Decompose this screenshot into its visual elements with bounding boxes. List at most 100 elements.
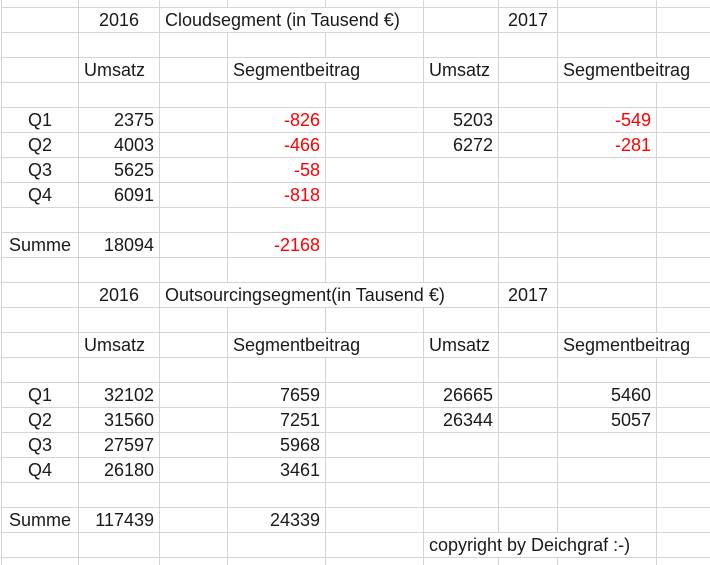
empty-cell[interactable]	[499, 358, 558, 383]
empty-cell[interactable]	[499, 458, 558, 483]
empty-cell[interactable]	[160, 508, 228, 533]
empty-cell[interactable]	[657, 483, 710, 508]
empty-cell[interactable]	[228, 33, 326, 58]
empty-cell[interactable]	[558, 308, 657, 333]
empty-cell[interactable]	[160, 458, 228, 483]
empty-cell[interactable]	[160, 133, 228, 158]
empty-cell[interactable]	[558, 283, 657, 308]
empty-cell[interactable]	[657, 358, 710, 383]
empty-cell[interactable]	[160, 108, 228, 133]
empty-cell[interactable]	[2, 283, 79, 308]
empty-cell[interactable]	[657, 458, 710, 483]
empty-cell[interactable]	[2, 83, 79, 108]
empty-cell[interactable]	[160, 533, 228, 558]
outsourcing-q2-segmentbeitrag-2017[interactable]: 5057	[558, 408, 657, 433]
cloud-2017-segmentbeitrag-header[interactable]: Segmentbeitrag	[558, 58, 710, 83]
empty-cell[interactable]	[657, 183, 710, 208]
empty-cell[interactable]	[657, 83, 710, 108]
empty-cell[interactable]	[558, 458, 657, 483]
outsourcing-q2-umsatz-2017[interactable]: 26344	[424, 408, 499, 433]
empty-cell[interactable]	[326, 233, 424, 258]
outsourcing-2017-umsatz-header[interactable]: Umsatz	[424, 333, 499, 358]
outsourcing-summe-umsatz-2016[interactable]: 117439	[79, 508, 160, 533]
empty-cell[interactable]	[326, 533, 424, 558]
empty-cell[interactable]	[326, 308, 424, 333]
empty-cell[interactable]	[657, 33, 710, 58]
empty-cell[interactable]	[160, 483, 228, 508]
empty-cell[interactable]	[160, 183, 228, 208]
cloud-year-right[interactable]: 2017	[499, 8, 558, 33]
empty-cell[interactable]	[424, 208, 499, 233]
cloud-2016-umsatz-header[interactable]: Umsatz	[79, 58, 160, 83]
empty-cell[interactable]	[499, 433, 558, 458]
cloud-q4-umsatz-2016[interactable]: 6091	[79, 183, 160, 208]
empty-cell[interactable]	[160, 558, 228, 565]
empty-cell[interactable]	[424, 158, 499, 183]
empty-cell[interactable]	[558, 258, 657, 283]
empty-cell[interactable]	[558, 0, 657, 8]
empty-cell[interactable]	[558, 208, 657, 233]
empty-cell[interactable]	[326, 258, 424, 283]
empty-cell[interactable]	[228, 308, 326, 333]
empty-cell[interactable]	[228, 358, 326, 383]
empty-cell[interactable]	[2, 333, 79, 358]
empty-cell[interactable]	[2, 483, 79, 508]
empty-cell[interactable]	[424, 183, 499, 208]
empty-cell[interactable]	[558, 558, 657, 565]
empty-cell[interactable]	[657, 133, 710, 158]
outsourcing-2016-umsatz-header[interactable]: Umsatz	[79, 333, 160, 358]
cloud-q1-segmentbeitrag-2017[interactable]: -549	[558, 108, 657, 133]
empty-cell[interactable]	[558, 33, 657, 58]
empty-cell[interactable]	[228, 533, 326, 558]
empty-cell[interactable]	[657, 558, 710, 565]
outsourcing-2017-segmentbeitrag-header[interactable]: Segmentbeitrag	[558, 333, 710, 358]
empty-cell[interactable]	[558, 8, 657, 33]
empty-cell[interactable]	[160, 383, 228, 408]
empty-cell[interactable]	[326, 508, 424, 533]
empty-cell[interactable]	[424, 433, 499, 458]
empty-cell[interactable]	[326, 208, 424, 233]
cloud-q3-umsatz-2016[interactable]: 5625	[79, 158, 160, 183]
empty-cell[interactable]	[160, 158, 228, 183]
empty-cell[interactable]	[499, 208, 558, 233]
empty-cell[interactable]	[326, 0, 424, 8]
empty-cell[interactable]	[558, 433, 657, 458]
empty-cell[interactable]	[499, 158, 558, 183]
empty-cell[interactable]	[79, 358, 160, 383]
empty-cell[interactable]	[657, 233, 710, 258]
empty-cell[interactable]	[2, 0, 79, 8]
empty-cell[interactable]	[228, 258, 326, 283]
empty-cell[interactable]	[326, 383, 424, 408]
empty-cell[interactable]	[79, 308, 160, 333]
empty-cell[interactable]	[499, 308, 558, 333]
empty-cell[interactable]	[499, 558, 558, 565]
empty-cell[interactable]	[160, 308, 228, 333]
empty-cell[interactable]	[657, 308, 710, 333]
empty-cell[interactable]	[499, 333, 558, 358]
cloud-title[interactable]: Cloudsegment (in Tausend €)	[160, 8, 424, 33]
outsourcing-q2-segmentbeitrag-2016[interactable]: 7251	[228, 408, 326, 433]
empty-cell[interactable]	[499, 108, 558, 133]
empty-cell[interactable]	[160, 58, 228, 83]
outsourcing-summe-segmentbeitrag-2016[interactable]: 24339	[228, 508, 326, 533]
empty-cell[interactable]	[657, 258, 710, 283]
empty-cell[interactable]	[79, 0, 160, 8]
outsourcing-year-left[interactable]: 2016	[79, 283, 160, 308]
empty-cell[interactable]	[2, 558, 79, 565]
empty-cell[interactable]	[160, 258, 228, 283]
empty-cell[interactable]	[499, 33, 558, 58]
empty-cell[interactable]	[558, 233, 657, 258]
empty-cell[interactable]	[657, 208, 710, 233]
empty-cell[interactable]	[499, 408, 558, 433]
empty-cell[interactable]	[326, 433, 424, 458]
cloud-q1-segmentbeitrag-2016[interactable]: -826	[228, 108, 326, 133]
empty-cell[interactable]	[160, 33, 228, 58]
empty-cell[interactable]	[326, 408, 424, 433]
cloud-summe-segmentbeitrag-2016[interactable]: -2168	[228, 233, 326, 258]
empty-cell[interactable]	[160, 83, 228, 108]
empty-cell[interactable]	[228, 558, 326, 565]
cloud-q4-segmentbeitrag-2016[interactable]: -818	[228, 183, 326, 208]
empty-cell[interactable]	[79, 33, 160, 58]
empty-cell[interactable]	[326, 108, 424, 133]
cloud-q2-umsatz-2017[interactable]: 6272	[424, 133, 499, 158]
